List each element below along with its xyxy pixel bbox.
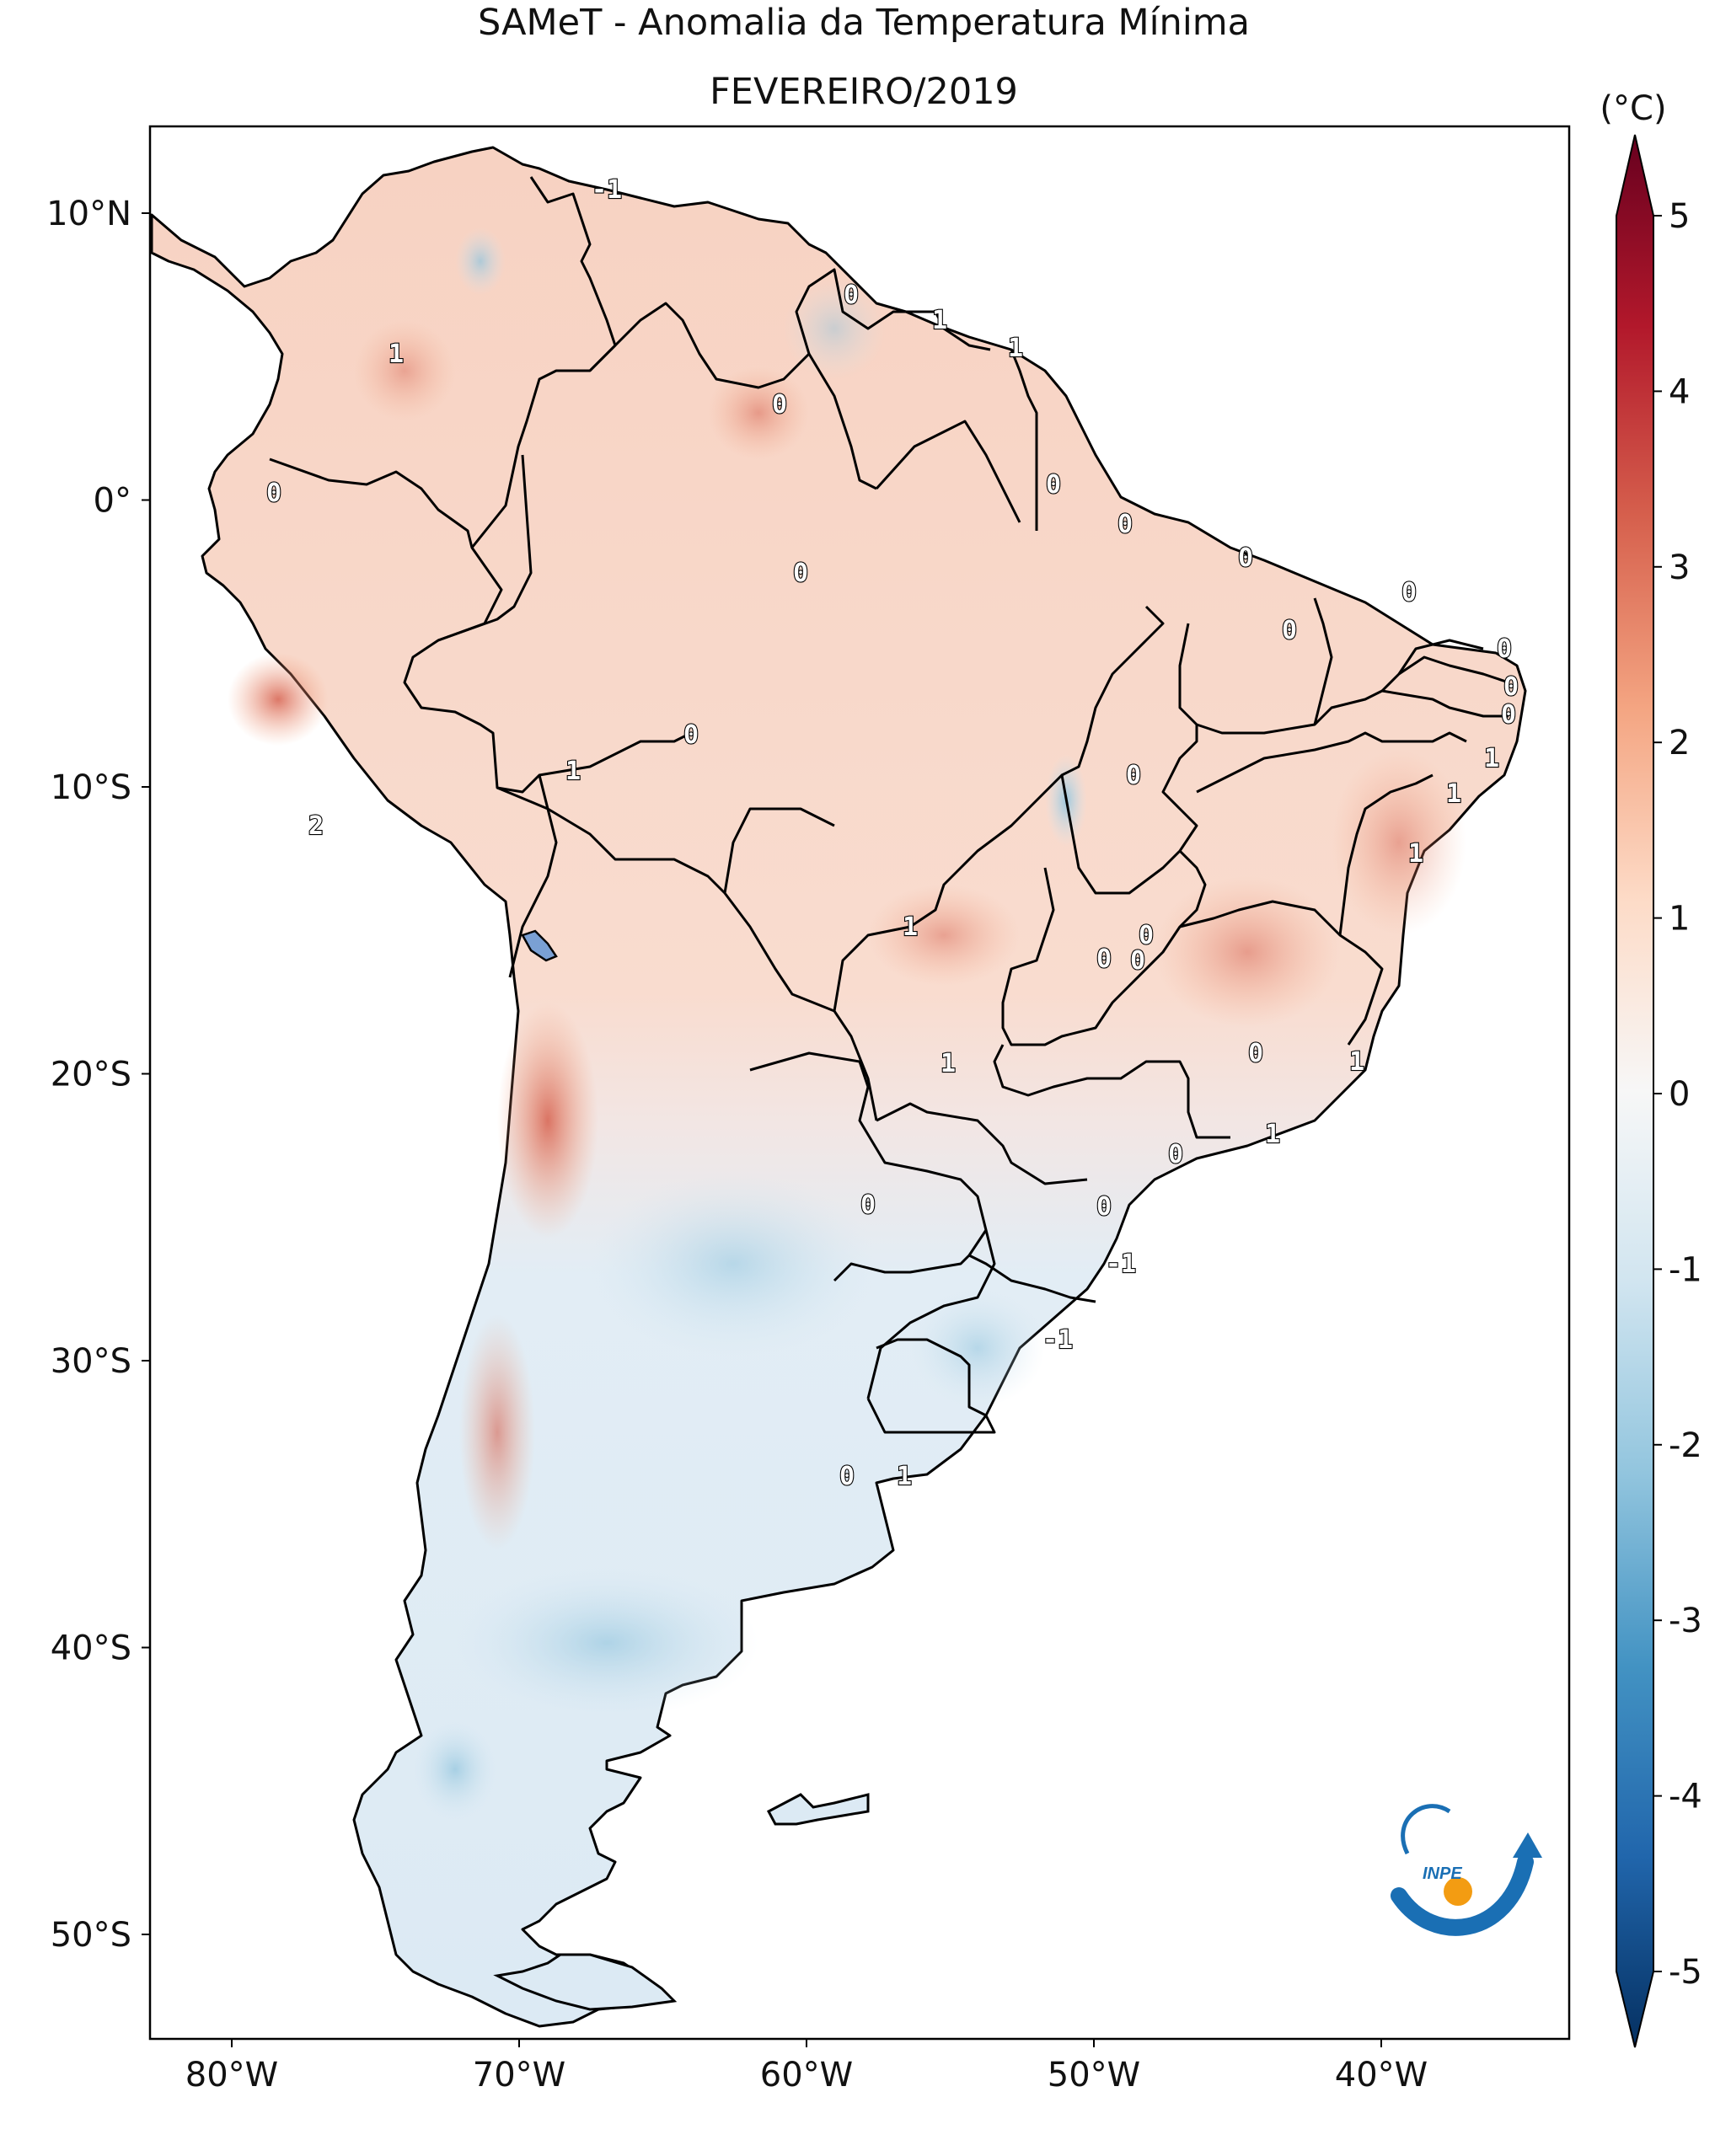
- contour-label: 0: [1503, 672, 1519, 702]
- colorbar-tick-label: -2: [1669, 1426, 1702, 1465]
- south-america-landmass: [150, 146, 1527, 2028]
- contour-label: 0: [1117, 510, 1133, 539]
- contour-label: 0: [1126, 761, 1141, 790]
- contour-label: 1: [1008, 334, 1023, 363]
- latitude-tick-label: 10°N: [46, 195, 131, 233]
- anomaly-field: [228, 227, 1466, 1820]
- contour-label: 1: [565, 757, 581, 786]
- colorbar: [1616, 134, 1654, 2048]
- colorbar-tick-label: 5: [1669, 197, 1690, 236]
- longitude-tick-label: 50°W: [1048, 2056, 1140, 2094]
- contour-label: 1: [1446, 779, 1461, 809]
- latitude-tick-label: 20°S: [51, 1056, 131, 1094]
- colorbar-tick-label: -5: [1669, 1953, 1702, 1992]
- contour-label: 0: [772, 390, 787, 420]
- longitude-ticks: 80°W 70°W 60°W 50°W 40°W: [185, 2039, 1428, 2094]
- contour-label: 0: [1401, 578, 1417, 607]
- contour-label: 1: [1484, 744, 1499, 773]
- contour-label: 1: [897, 1462, 912, 1491]
- latitude-tick-label: 0°: [94, 482, 131, 521]
- contour-label: 0: [1130, 946, 1145, 976]
- colorbar-unit-label: (°C): [1600, 89, 1666, 128]
- longitude-tick-label: 60°W: [760, 2056, 853, 2094]
- contour-label: 0: [793, 559, 808, 588]
- contour-label: 0: [683, 720, 699, 750]
- colorbar-tick-label: 2: [1669, 724, 1690, 762]
- contour-label: 0: [860, 1190, 876, 1220]
- contour-label: 0: [1096, 944, 1112, 974]
- contour-label: 0: [1046, 470, 1061, 500]
- contour-label: 0: [1497, 634, 1512, 664]
- contour-label: -1: [592, 175, 622, 205]
- longitude-tick-label: 70°W: [473, 2056, 565, 2094]
- contour-label: 0: [1139, 921, 1154, 950]
- contour-label: 0: [844, 281, 859, 310]
- contour-label: 2: [308, 811, 324, 841]
- contour-label: 1: [1408, 839, 1423, 869]
- contour-label: 0: [1096, 1192, 1112, 1222]
- contour-label: -1: [1106, 1249, 1136, 1279]
- longitude-tick-label: 40°W: [1335, 2056, 1428, 2094]
- tierra-del-fuego: [493, 1953, 678, 2011]
- contour-label: 1: [389, 340, 404, 369]
- contour-label: 0: [1282, 616, 1297, 645]
- longitude-tick-label: 80°W: [185, 2056, 278, 2094]
- contour-label: 0: [1238, 543, 1253, 573]
- inpe-logo-text: INPE: [1423, 1864, 1462, 1883]
- colorbar-tick-label: -4: [1669, 1778, 1702, 1816]
- falkland-islands: [766, 1793, 870, 1826]
- contour-label: 1: [903, 912, 918, 942]
- contour-label: 0: [1501, 700, 1516, 730]
- colorbar-ticks: 5 4 3 2 1 0 -1 -2 -3 -4 -5: [1653, 197, 1702, 1992]
- contour-label: 1: [1349, 1047, 1364, 1077]
- contour-label: 1: [932, 306, 947, 335]
- contour-label: 0: [1168, 1140, 1183, 1169]
- colorbar-tick-label: -1: [1669, 1250, 1702, 1289]
- colorbar-tick-label: -3: [1669, 1602, 1702, 1640]
- colorbar-tick-label: 1: [1669, 900, 1690, 939]
- latitude-tick-label: 50°S: [51, 1916, 131, 1955]
- contour-label: 1: [1265, 1120, 1280, 1149]
- latitude-ticks: 10°N 0° 10°S 20°S 30°S 40°S 50°S: [46, 195, 150, 1955]
- latitude-tick-label: 30°S: [51, 1342, 131, 1381]
- contour-label: -1: [1042, 1325, 1073, 1355]
- chart-title: SAMeT - Anomalia da Temperatura Mínima: [478, 2, 1250, 44]
- latitude-tick-label: 40°S: [51, 1629, 131, 1668]
- lake-titicaca: [521, 929, 558, 962]
- inpe-logo: INPE: [1391, 1804, 1542, 1936]
- contour-label: 0: [1248, 1039, 1263, 1068]
- contour-label: 0: [839, 1462, 855, 1491]
- colorbar-tick-label: 0: [1669, 1075, 1690, 1114]
- contour-label: 1: [941, 1049, 956, 1078]
- colorbar-tick-label: 3: [1669, 548, 1690, 587]
- chart-subtitle: FEVEREIRO/2019: [710, 71, 1018, 113]
- colorbar-tick-label: 4: [1669, 372, 1690, 411]
- latitude-tick-label: 10°S: [51, 768, 131, 807]
- contour-label: 0: [266, 479, 281, 508]
- political-borders: [269, 176, 1509, 1434]
